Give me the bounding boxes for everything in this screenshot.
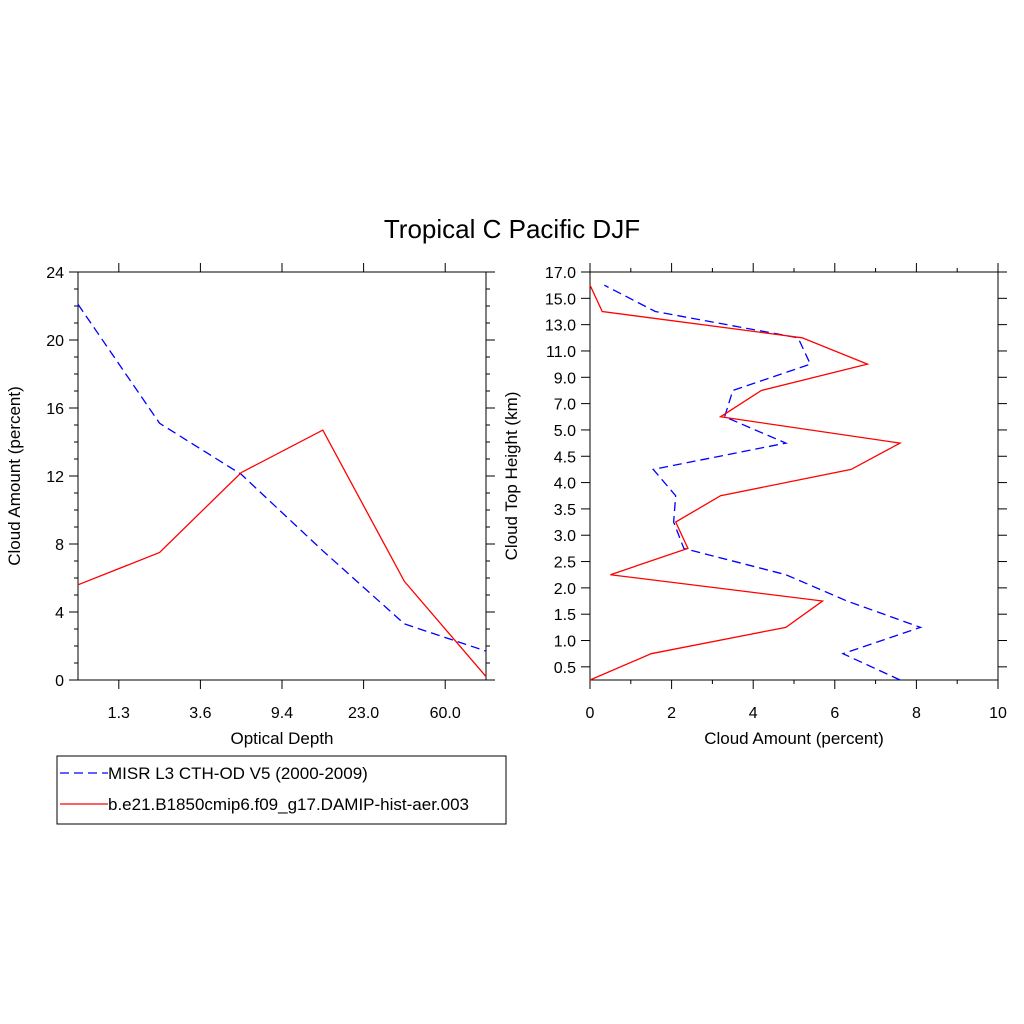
right-y-tick-label: 2.5 xyxy=(554,555,576,572)
right-x-tick-label: 8 xyxy=(912,705,921,722)
left-axis-ticks: 0 4 8 12 16 20 24 1.3 3.6 9.4 23.0 60.0 xyxy=(46,263,495,722)
right-y-tick-label: 15.0 xyxy=(545,291,576,308)
right-axis-ticks: 0.5 1.0 1.5 2.0 2.5 3.0 3.5 4.0 4.5 5.0 7.0 9.0 11.0… xyxy=(545,263,1007,722)
right-y-tick-label: 5.0 xyxy=(554,423,576,440)
right-y-tick-label: 1.5 xyxy=(554,607,576,624)
right-y-tick-label: 3.0 xyxy=(554,528,576,545)
left-y-tick-label: 20 xyxy=(46,333,64,350)
right-series-line-obs xyxy=(603,284,923,681)
right-y-tick-label: 7.0 xyxy=(554,397,576,414)
legend: MISR L3 CTH-OD V5 (2000-2009) b.e21.B185… xyxy=(56,755,507,825)
left-series-line-model xyxy=(77,429,487,678)
right-y-tick-label: 2.0 xyxy=(554,581,576,598)
left-y-tick-label: 24 xyxy=(46,265,64,282)
figure-title: Tropical C Pacific DJF xyxy=(384,214,640,244)
left-x-tick-label: 3.6 xyxy=(189,705,211,722)
legend-label-obs: MISR L3 CTH-OD V5 (2000-2009) xyxy=(108,764,368,783)
left-x-tick-label: 60.0 xyxy=(430,705,461,722)
right-y-tick-label: 4.5 xyxy=(554,449,576,466)
right-y-tick-label: 13.0 xyxy=(545,318,576,335)
right-series-line-model xyxy=(589,284,903,681)
left-x-axis-label: Optical Depth xyxy=(231,729,334,748)
right-y-tick-label: 0.5 xyxy=(554,660,576,677)
right-y-tick-label: 11.0 xyxy=(546,344,576,361)
right-x-tick-label: 6 xyxy=(830,705,839,722)
right-chart-frame xyxy=(589,271,999,681)
left-y-tick-label: 4 xyxy=(55,605,64,622)
right-x-tick-label: 0 xyxy=(586,705,595,722)
right-x-tick-label: 2 xyxy=(667,705,676,722)
left-series-group xyxy=(77,303,487,678)
left-chart: Optical Depth Cloud Amount (percent) 0 4 8… xyxy=(5,263,495,748)
right-x-tick-label: 10 xyxy=(989,705,1007,722)
legend-box xyxy=(56,755,507,825)
left-y-tick-label: 12 xyxy=(46,469,64,486)
left-x-tick-label: 9.4 xyxy=(271,705,293,722)
right-chart: Cloud Amount (percent) Cloud Top Height … xyxy=(502,263,1007,748)
right-y-tick-label: 3.5 xyxy=(554,502,576,519)
left-series-line-obs xyxy=(77,303,487,652)
right-y-tick-label: 17.0 xyxy=(545,265,576,282)
left-y-tick-label: 8 xyxy=(55,537,64,554)
left-chart-frame xyxy=(77,271,487,681)
right-series-group xyxy=(589,284,923,681)
left-x-tick-label: 23.0 xyxy=(348,705,379,722)
left-x-tick-label: 1.3 xyxy=(108,705,130,722)
left-y-tick-label: 0 xyxy=(55,673,64,690)
legend-label-model: b.e21.B1850cmip6.f09_g17.DAMIP-hist-aer.… xyxy=(108,795,469,814)
right-y-tick-label: 1.0 xyxy=(554,634,576,651)
right-x-tick-label: 4 xyxy=(749,705,758,722)
right-y-tick-label: 4.0 xyxy=(554,476,576,493)
right-y-axis-label: Cloud Top Height (km) xyxy=(502,392,521,561)
left-y-axis-label: Cloud Amount (percent) xyxy=(5,386,24,566)
right-y-tick-label: 9.0 xyxy=(554,370,576,387)
left-y-tick-label: 16 xyxy=(46,401,64,418)
right-x-axis-label: Cloud Amount (percent) xyxy=(704,729,884,748)
